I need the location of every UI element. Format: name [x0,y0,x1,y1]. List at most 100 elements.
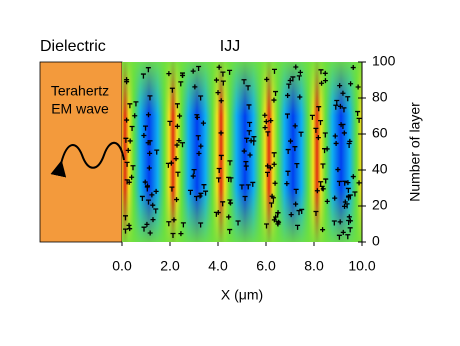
fluxon-marker [316,106,322,112]
fluxon-marker [264,76,270,82]
fluxon-marker [174,142,180,148]
fluxon-marker [346,195,352,201]
fluxon-marker [293,64,299,70]
fluxon-marker [264,171,270,177]
fluxon-marker [129,174,135,180]
fluxon-marker [203,190,209,196]
fluxon-marker [150,217,156,223]
fluxon-marker [313,127,319,133]
fluxon-marker [287,78,293,84]
fluxon-marker [220,71,226,77]
fluxon-marker [322,70,328,76]
fluxon-marker [187,189,193,195]
fluxon-marker [241,148,247,154]
fluxon-marker [346,219,352,226]
fluxon-marker [141,226,147,232]
fluxon-marker [124,179,130,185]
fluxon-marker [355,84,361,90]
fluxon-marker [273,90,279,97]
fluxon-marker [342,203,348,209]
fluxon-marker [122,228,128,234]
fluxon-marker [288,212,294,218]
fluxon-marker [200,120,206,126]
fluxon-marker [190,173,196,179]
fluxon-marker [216,177,222,183]
fluxon-marker [227,69,233,75]
fluxon-marker [174,123,180,129]
fluxon-marker [292,146,298,152]
left-title: Dielectric [40,38,106,55]
fluxon-marker [337,103,343,109]
fluxon-marker [213,77,219,83]
fluxon-marker [293,188,299,194]
fluxon-marker [355,110,361,117]
fluxon-marker [140,73,146,79]
fluxon-marker [141,132,147,138]
fluxon-marker [293,201,299,207]
fluxon-marker [146,165,152,171]
fluxon-marker [123,137,129,143]
fluxon-marker [194,114,200,120]
fluxon-marker [341,107,347,113]
y-axis-label: Number of layer [407,102,423,202]
fluxon-marker [250,181,256,187]
fluxon-marker [241,79,247,85]
fluxon-marker [215,210,221,216]
fluxon-marker [332,133,338,139]
fluxon-marker [340,90,346,96]
fluxon-marker [333,104,339,110]
fluxon-marker [147,230,153,236]
fluxon-marker [142,179,148,185]
fluxon-marker [348,81,354,87]
fluxon-marker [198,222,204,228]
fluxon-marker [132,113,138,119]
fluxon-marker [196,151,202,157]
fluxon-marker [334,99,340,105]
fluxon-marker [144,221,150,227]
fluxon-marker [174,197,180,203]
fluxon-marker [337,219,343,225]
fluxon-marker [125,147,131,153]
x-axis-label: X (μm) [221,287,263,303]
fluxon-marker [143,125,149,131]
fluxon-marker [145,199,151,205]
fluxon-marker [268,202,274,208]
x-tick-label: 10.0 [348,258,375,274]
fluxon-marker [332,195,338,201]
fluxon-marker [333,140,339,146]
fluxon-marker [220,201,226,207]
fluxon-marker [198,192,204,198]
fluxon-marker [322,148,328,154]
fluxon-marker [338,122,344,128]
fluxon-marker [170,232,176,239]
fluxon-marker [315,135,321,141]
fluxon-marker [145,183,151,189]
fluxon-marker [147,95,153,101]
fluxon-marker [127,103,133,109]
fluxon-marker [124,117,130,123]
fluxon-marker [285,170,291,176]
y-tick-label: 20 [372,197,388,213]
fluxon-marker [166,71,172,77]
fluxon-marker [244,137,250,143]
fluxon-marker [218,98,224,104]
fluxon-marker [196,65,202,71]
fluxon-marker [149,192,155,198]
fluxon-marker [180,222,186,228]
fluxon-marker [147,150,153,156]
fluxon-marker [292,123,298,129]
fluxon-marker [319,185,325,191]
fluxon-marker [176,138,182,144]
fluxon-marker [272,180,278,186]
fluxon-marker [239,184,245,190]
fluxon-marker [320,163,326,169]
fluxon-marker [154,149,160,155]
fluxon-marker [299,208,305,214]
fluxon-marker [171,217,177,223]
fluxon-marker [178,81,184,87]
fluxon-marker [319,80,325,86]
heatmap-fade [122,62,362,242]
fluxon-marker [226,214,232,220]
fluxon-marker [169,87,175,93]
